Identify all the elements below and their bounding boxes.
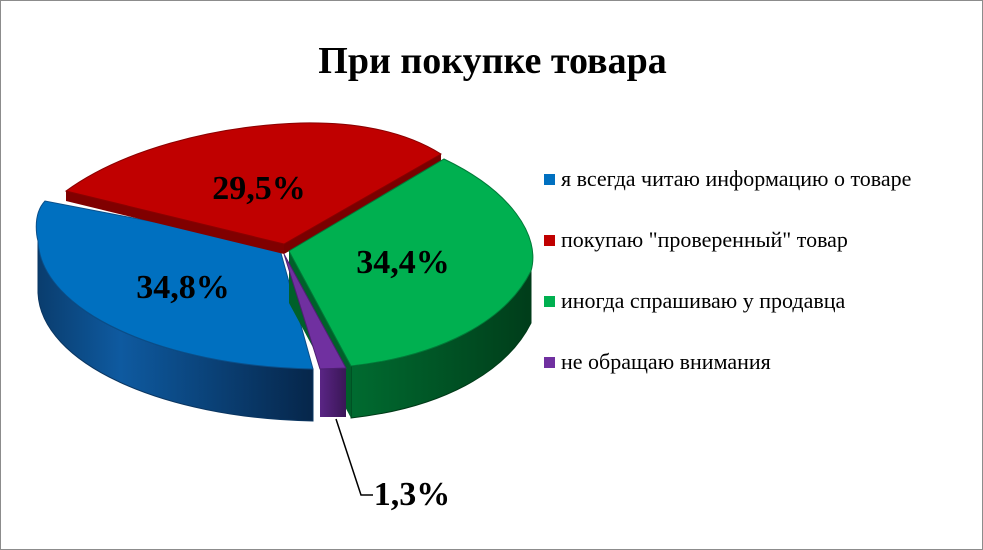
legend-label: не обращаю внимания: [561, 349, 771, 374]
legend-swatch: [544, 235, 555, 246]
data-label-2: 34,4%: [356, 244, 450, 281]
slice-side-3: [320, 368, 346, 417]
leader-line: [335, 418, 373, 496]
legend-swatch: [544, 174, 555, 185]
slice-side-1b: [284, 154, 441, 254]
data-label-3: 1,3%: [374, 476, 451, 513]
data-label-0: 34,8%: [136, 269, 230, 306]
slice-3: [283, 253, 347, 370]
legend: я всегда читаю информацию о товаре покуп…: [544, 164, 911, 408]
legend-item: покупаю "проверенный" товар: [544, 225, 911, 255]
legend-label: покупаю "проверенный" товар: [561, 227, 848, 252]
slice-2: [288, 158, 534, 367]
chart-title: При покупке товара: [318, 40, 667, 82]
slice-side-1: [66, 191, 284, 254]
data-label-1: 29,5%: [212, 170, 306, 207]
legend-label: иногда спрашиваю у продавца: [561, 288, 846, 313]
legend-swatch: [544, 296, 555, 307]
slice-1: [64, 122, 442, 245]
legend-label: я всегда читаю информацию о товаре: [561, 166, 912, 191]
legend-item: я всегда читаю информацию о товаре: [544, 164, 911, 194]
legend-item: иногда спрашиваю у продавца: [544, 286, 911, 316]
legend-item: не обращаю внимания: [544, 347, 911, 377]
legend-swatch: [544, 357, 555, 368]
